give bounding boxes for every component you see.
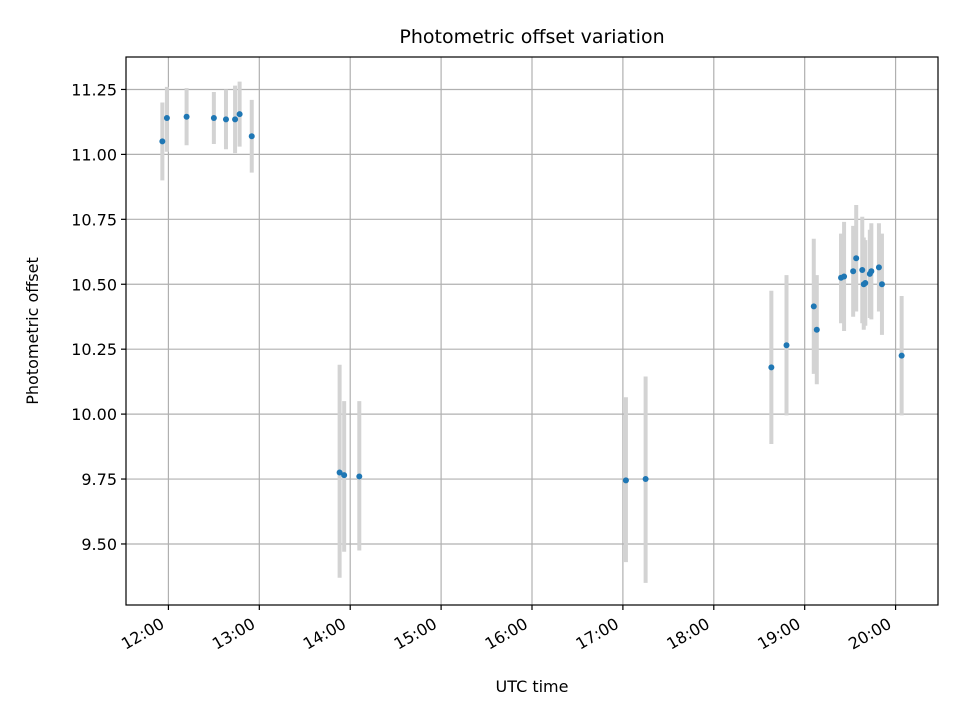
data-point bbox=[163, 115, 170, 122]
data-point bbox=[232, 116, 239, 123]
data-point bbox=[859, 266, 866, 273]
y-tick-label: 9.75 bbox=[81, 470, 117, 489]
chart-title: Photometric offset variation bbox=[399, 26, 664, 48]
data-point bbox=[210, 115, 217, 122]
y-tick-label: 10.50 bbox=[71, 275, 117, 294]
data-point bbox=[159, 138, 166, 145]
y-tick-label: 10.00 bbox=[71, 405, 117, 424]
y-tick-label: 9.50 bbox=[81, 535, 117, 554]
data-point bbox=[783, 342, 790, 349]
data-points bbox=[159, 111, 905, 484]
y-tick-label: 10.25 bbox=[71, 340, 117, 359]
data-point bbox=[853, 255, 860, 262]
data-point bbox=[356, 473, 363, 480]
y-tick-label: 11.25 bbox=[71, 80, 117, 99]
data-point bbox=[336, 469, 343, 476]
data-point bbox=[248, 133, 255, 140]
data-point bbox=[841, 273, 848, 280]
data-point bbox=[183, 113, 190, 120]
data-point bbox=[862, 279, 869, 286]
x-axis-title: UTC time bbox=[496, 677, 569, 696]
data-point bbox=[622, 477, 629, 484]
y-tick-label: 11.00 bbox=[71, 145, 117, 164]
data-point bbox=[878, 281, 885, 288]
grid bbox=[126, 57, 938, 605]
data-point bbox=[768, 364, 775, 371]
y-axis: 9.50 9.75 10.00 10.25 10.50 10.75 11.00 11.25 bbox=[71, 80, 126, 554]
data-point bbox=[868, 268, 875, 275]
y-axis-title: Photometric offset bbox=[23, 257, 42, 405]
data-point bbox=[898, 352, 905, 359]
data-point bbox=[810, 303, 817, 310]
data-point bbox=[642, 476, 649, 483]
data-point bbox=[813, 326, 820, 333]
data-point bbox=[222, 116, 229, 123]
data-point bbox=[236, 111, 243, 118]
data-point bbox=[850, 268, 857, 275]
data-point bbox=[875, 264, 882, 271]
y-tick-label: 10.75 bbox=[71, 210, 117, 229]
data-point bbox=[341, 472, 348, 479]
